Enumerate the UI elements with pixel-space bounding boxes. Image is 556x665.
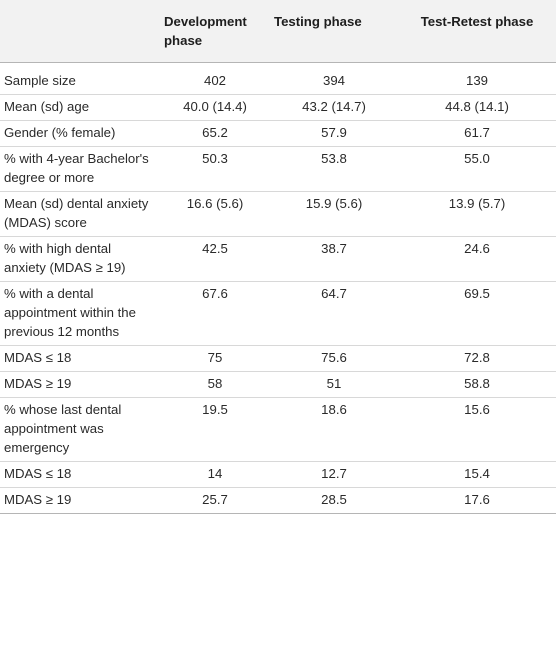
row-label: Mean (sd) dental anxiety (MDAS) score <box>0 191 160 237</box>
table-row: Gender (% female) 65.2 57.9 61.7 <box>0 120 556 147</box>
row-value: 43.2 (14.7) <box>270 94 398 121</box>
row-label: MDAS ≤ 18 <box>0 345 160 372</box>
row-label: % with 4-year Bachelor's degree or more <box>0 146 160 192</box>
row-label: MDAS ≥ 19 <box>0 487 160 514</box>
header-row: Development phase Testing phase Test-Ret… <box>0 0 556 63</box>
table-row: Mean (sd) age 40.0 (14.4) 43.2 (14.7) 44.8 … <box>0 94 556 121</box>
header-cell-label <box>0 0 160 63</box>
row-label: % with high dental anxiety (MDAS ≥ 19) <box>0 236 160 282</box>
row-value: 55.0 <box>398 146 556 192</box>
row-value: 50.3 <box>160 146 270 192</box>
row-value: 25.7 <box>160 487 270 514</box>
row-value: 42.5 <box>160 236 270 282</box>
row-value: 67.6 <box>160 281 270 346</box>
table-row: MDAS ≥ 19 58 51 58.8 <box>0 371 556 398</box>
table-row: Mean (sd) dental anxiety (MDAS) score 16.… <box>0 191 556 237</box>
demographics-table: Development phase Testing phase Test-Ret… <box>0 0 556 514</box>
table-row: % with high dental anxiety (MDAS ≥ 19) 42… <box>0 236 556 282</box>
row-value: 402 <box>160 62 270 95</box>
header-cell-test-retest: Test-Retest phase <box>398 0 556 63</box>
row-label: Gender (% female) <box>0 120 160 147</box>
row-value: 58.8 <box>398 371 556 398</box>
row-value: 15.4 <box>398 461 556 488</box>
row-value: 64.7 <box>270 281 398 346</box>
table-header: Development phase Testing phase Test-Ret… <box>0 0 556 63</box>
row-value: 58 <box>160 371 270 398</box>
header-cell-testing: Testing phase <box>270 0 398 63</box>
row-value: 18.6 <box>270 397 398 462</box>
row-label: MDAS ≤ 18 <box>0 461 160 488</box>
row-value: 14 <box>160 461 270 488</box>
row-value: 38.7 <box>270 236 398 282</box>
row-value: 139 <box>398 62 556 95</box>
row-value: 19.5 <box>160 397 270 462</box>
table-row: % with a dental appointment within the p… <box>0 281 556 346</box>
row-value: 44.8 (14.1) <box>398 94 556 121</box>
table-row: % with 4-year Bachelor's degree or more 5… <box>0 146 556 192</box>
row-value: 16.6 (5.6) <box>160 191 270 237</box>
row-value: 12.7 <box>270 461 398 488</box>
table-row: MDAS ≤ 18 14 12.7 15.4 <box>0 461 556 488</box>
table-row: % whose last dental appointment was emer… <box>0 397 556 462</box>
row-value: 57.9 <box>270 120 398 147</box>
table-row: MDAS ≥ 19 25.7 28.5 17.6 <box>0 487 556 514</box>
table-row: Sample size 402 394 139 <box>0 62 556 95</box>
row-value: 69.5 <box>398 281 556 346</box>
row-label: Mean (sd) age <box>0 94 160 121</box>
header-cell-development: Development phase <box>160 0 270 63</box>
row-value: 51 <box>270 371 398 398</box>
row-value: 28.5 <box>270 487 398 514</box>
row-value: 75.6 <box>270 345 398 372</box>
row-value: 53.8 <box>270 146 398 192</box>
row-value: 72.8 <box>398 345 556 372</box>
row-value: 17.6 <box>398 487 556 514</box>
row-label: % with a dental appointment within the p… <box>0 281 160 346</box>
table-body: Sample size 402 394 139 Mean (sd) age 40.0 (1… <box>0 62 556 514</box>
row-value: 40.0 (14.4) <box>160 94 270 121</box>
row-value: 13.9 (5.7) <box>398 191 556 237</box>
row-value: 394 <box>270 62 398 95</box>
row-label: Sample size <box>0 62 160 95</box>
row-value: 65.2 <box>160 120 270 147</box>
row-value: 15.9 (5.6) <box>270 191 398 237</box>
row-value: 24.6 <box>398 236 556 282</box>
row-value: 15.6 <box>398 397 556 462</box>
table-row: MDAS ≤ 18 75 75.6 72.8 <box>0 345 556 372</box>
row-value: 75 <box>160 345 270 372</box>
row-value: 61.7 <box>398 120 556 147</box>
row-label: % whose last dental appointment was emer… <box>0 397 160 462</box>
row-label: MDAS ≥ 19 <box>0 371 160 398</box>
